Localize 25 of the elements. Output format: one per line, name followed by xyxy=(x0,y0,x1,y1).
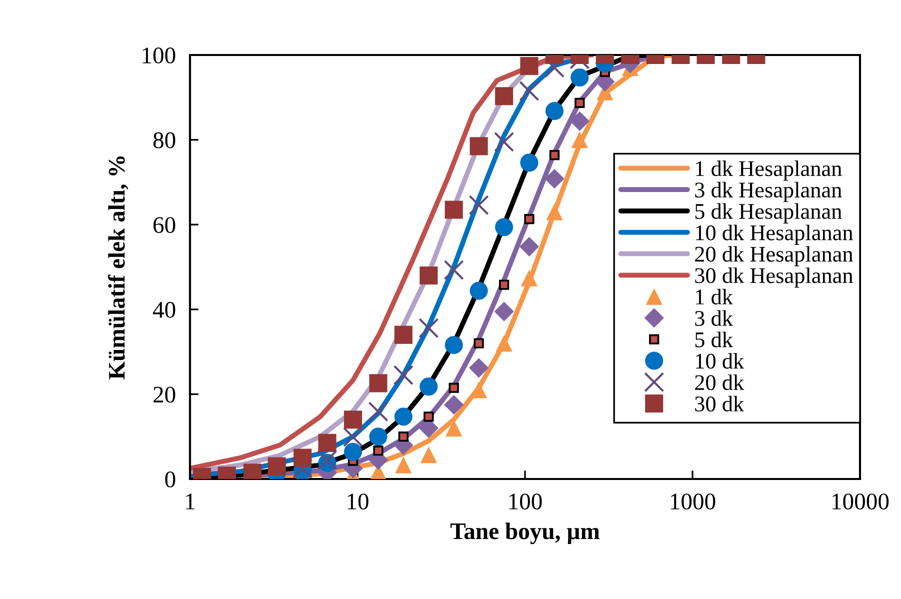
legend-label: 30 dk Hesaplanan xyxy=(695,267,853,288)
x-tick-label: 10000 xyxy=(832,494,889,510)
legend-label: 3 dk Hesaplanan xyxy=(695,182,842,202)
y-tick-label: 100 xyxy=(142,47,176,64)
legend-label: 5 dk xyxy=(695,332,734,348)
legend-label: 5 dk Hesaplanan xyxy=(695,203,842,224)
legend-label: 10 dk Hesaplanan xyxy=(696,224,853,245)
y-tick-label: 20 xyxy=(154,386,176,403)
x-tick-label: 1 xyxy=(186,494,194,510)
legend-label: 3 dk xyxy=(695,310,734,326)
legend-label: 20 dk xyxy=(695,374,744,390)
legend-label: 30 dk xyxy=(695,396,744,412)
x-tick-label: 100 xyxy=(509,494,542,510)
y-axis-title: Kümülatif elek altı, % xyxy=(108,156,128,380)
x-axis-title: Tane boyu, µm xyxy=(450,522,600,544)
x-tick-label: 10 xyxy=(348,494,368,510)
y-tick-label: 0 xyxy=(165,471,176,488)
y-tick-label: 80 xyxy=(153,132,176,148)
legend-label: 20 dk Hesaplanan xyxy=(695,246,853,266)
legend-label: 1 dk xyxy=(696,288,734,305)
x-tick-label: 1000 xyxy=(670,494,716,510)
y-tick-label: 40 xyxy=(152,302,176,318)
legend-label: 1 dk Hesaplanan xyxy=(696,160,842,181)
legend-label: 10 dk xyxy=(696,353,744,369)
y-tick-label: 60 xyxy=(154,217,176,234)
